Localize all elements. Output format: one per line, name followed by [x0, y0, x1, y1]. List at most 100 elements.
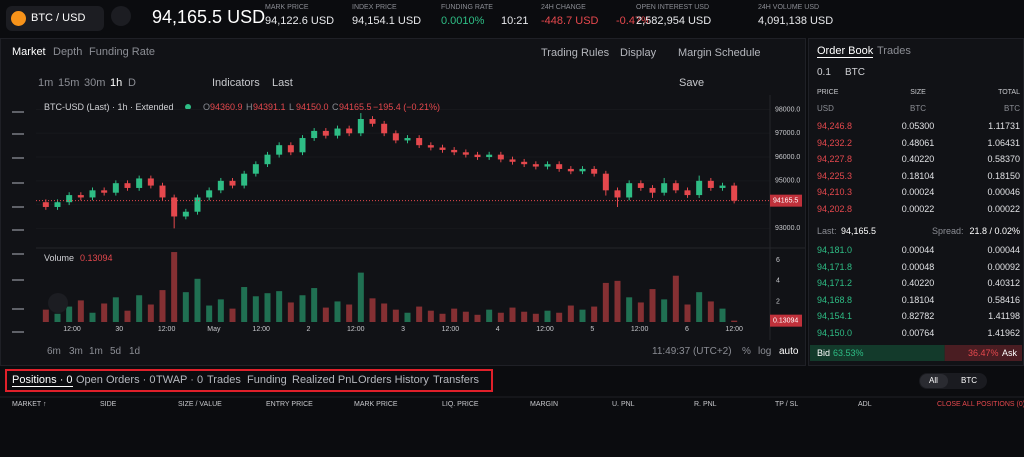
candle-body	[171, 197, 178, 217]
volume-bar	[346, 304, 353, 322]
chart-tab[interactable]: Funding Rate	[89, 46, 156, 58]
volume-bar	[287, 302, 294, 322]
volume-bar	[626, 297, 633, 322]
volume-bar	[136, 295, 143, 322]
interval[interactable]: D	[128, 77, 136, 89]
scale-option[interactable]: auto	[779, 346, 799, 357]
candle-body	[486, 154, 493, 158]
pair[interactable]: BTC / USD	[31, 12, 86, 24]
candle-body	[112, 183, 119, 193]
unit-selector[interactable]: BTC	[845, 67, 865, 78]
range-preset[interactable]: 5d	[110, 346, 122, 357]
bottom-tab[interactable]: Trades	[207, 374, 241, 386]
bottom-tab[interactable]: Funding	[247, 374, 287, 386]
tool-icon	[12, 229, 24, 231]
chart-tool[interactable]: Margin Schedule	[678, 47, 761, 59]
volume-bar	[614, 280, 621, 322]
bottom-tab[interactable]: Open Orders · 0	[76, 374, 156, 386]
candle-body	[147, 178, 154, 186]
indicators-button[interactable]: Indicators	[212, 77, 260, 89]
x-tick-label: 4	[496, 326, 500, 333]
volume-legend: Volume	[44, 253, 75, 263]
table-header[interactable]: CLOSE ALL POSITIONS (0)	[937, 401, 1024, 408]
tv-logo	[48, 293, 68, 313]
volume-bar	[602, 282, 609, 322]
tool-icon	[12, 253, 24, 255]
chart-tool[interactable]: Trading Rules	[541, 47, 610, 59]
scale-option[interactable]: log	[758, 346, 772, 357]
volume-bar	[637, 302, 644, 322]
volume-bar	[672, 275, 679, 322]
range-preset[interactable]: 3m	[69, 346, 83, 357]
y-tick-label: 98000.0	[775, 106, 800, 113]
add-market[interactable]	[111, 6, 131, 26]
last-price: 94,165.5 USD	[152, 7, 266, 27]
range-preset[interactable]: 1d	[129, 346, 141, 357]
ask-cell: 94,246.8	[817, 121, 853, 131]
volume-bar	[497, 312, 504, 322]
volume-bar	[544, 310, 551, 322]
x-tick-label: 12:00	[536, 326, 554, 333]
bottom-tab[interactable]: Transfers	[433, 374, 480, 386]
bid-cell: 94,150.0	[817, 328, 853, 338]
stat-label: OPEN INTEREST USD	[636, 4, 709, 11]
status-dot	[185, 104, 191, 110]
interval[interactable]: 15m	[58, 77, 80, 89]
x-tick-label: 12:00	[631, 326, 649, 333]
tick-size[interactable]: 0.1	[817, 67, 831, 78]
range-preset[interactable]: 1m	[89, 346, 103, 357]
volume-bar	[567, 305, 574, 322]
chart-tab[interactable]: Market	[12, 46, 46, 58]
filter-chip[interactable]: All	[929, 376, 938, 385]
ask-cell: 0.05300	[901, 121, 935, 131]
bid-cell: 94,168.8	[817, 294, 853, 305]
orderbook-panel	[808, 38, 1024, 366]
tool-icon	[12, 111, 24, 113]
chart-tool[interactable]: Display	[620, 47, 657, 59]
ohlc-value: 94150.0	[296, 102, 329, 112]
stat-value: 4,091,138 USD	[758, 15, 834, 27]
save-button[interactable]: Save	[679, 77, 705, 89]
volume-bar	[264, 293, 271, 322]
bottom-tab[interactable]: TWAP · 0	[156, 374, 204, 386]
volume-bar	[532, 313, 539, 322]
candle-body	[346, 128, 353, 134]
bottom-tab[interactable]: Realized PnL	[292, 374, 358, 386]
interval[interactable]: 1m	[38, 77, 54, 89]
candle-body	[264, 154, 271, 165]
candle-body	[206, 190, 213, 198]
chart-tab[interactable]: Depth	[53, 46, 83, 58]
last-label: Last:	[817, 226, 837, 236]
candle-body	[591, 168, 598, 174]
ask-cell: 0.00022	[987, 204, 1020, 214]
bottom-tab[interactable]: Orders History	[358, 374, 429, 386]
volume-bar	[229, 308, 236, 322]
interval[interactable]: 30m	[84, 77, 106, 89]
volume-bar	[182, 292, 189, 322]
ask-cell: 0.48061	[901, 137, 935, 148]
table-header: SIZE / VALUE	[178, 401, 222, 408]
candle-body	[77, 195, 84, 198]
candle-body	[241, 173, 248, 186]
volume-bar	[707, 301, 714, 322]
x-tick-label: 5	[590, 326, 594, 333]
range-preset[interactable]: 6m	[47, 346, 61, 357]
price-source[interactable]: Last	[272, 77, 293, 89]
candle-body	[229, 180, 236, 186]
bottom-tab[interactable]: Positions · 0	[12, 374, 73, 387]
candle-body	[357, 119, 364, 134]
bid-cell: 1.41198	[988, 311, 1020, 322]
volume-bar	[369, 298, 376, 322]
ask-cell: 1.06431	[987, 137, 1020, 148]
candle-body	[684, 190, 691, 196]
bid-cell: 0.58416	[987, 294, 1020, 305]
candle-body	[404, 138, 411, 141]
book-tab[interactable]: Order Book	[817, 45, 874, 58]
table-header: U. PNL	[612, 401, 635, 408]
volume-bar	[194, 278, 201, 322]
interval[interactable]: 1h	[110, 77, 123, 89]
book-tab[interactable]: Trades	[877, 45, 911, 57]
stat-label: 24H VOLUME USD	[758, 4, 820, 11]
filter-chip[interactable]: BTC	[961, 376, 977, 385]
scale-option[interactable]: %	[742, 346, 751, 357]
